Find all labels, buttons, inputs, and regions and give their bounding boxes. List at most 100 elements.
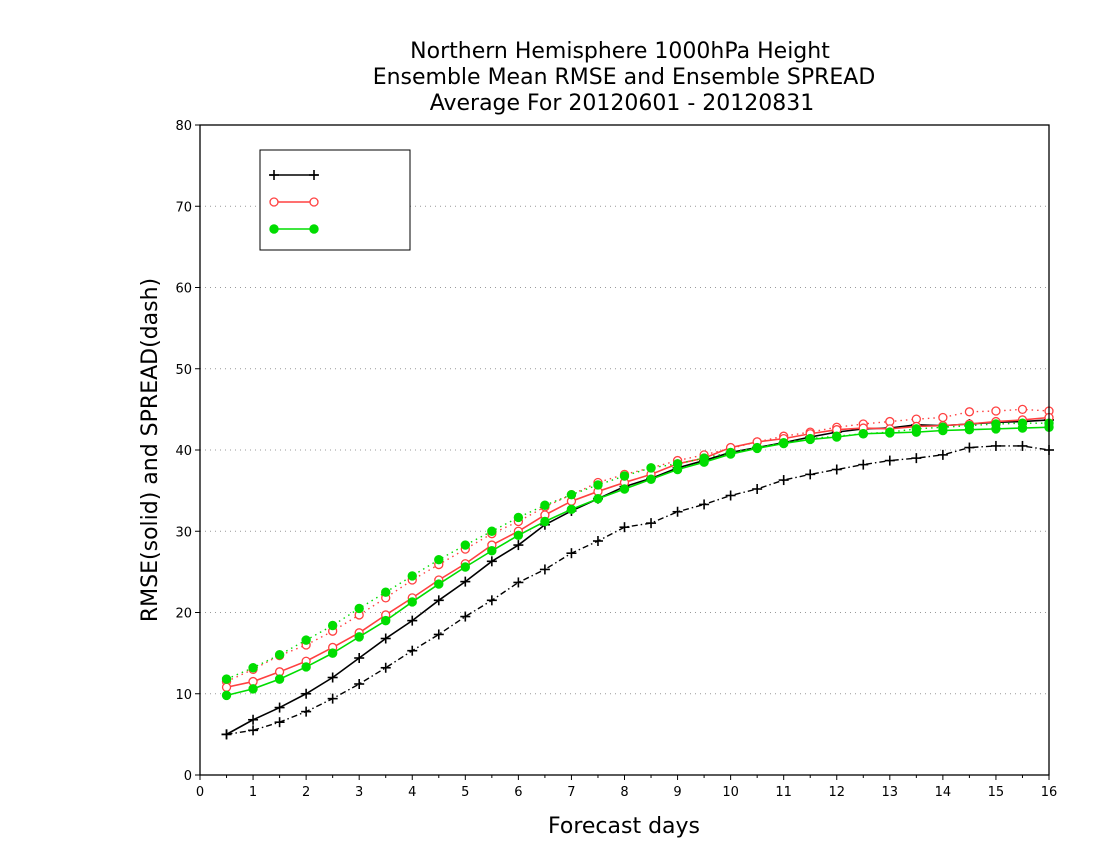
series-1-spread-point — [301, 706, 312, 717]
series-3-spread-point — [248, 663, 258, 673]
x-tick-label: 13 — [882, 785, 899, 800]
series-1-rmse-point — [433, 595, 444, 606]
series-1-spread-line — [226, 445, 1050, 736]
series-1-spread-point — [646, 518, 657, 529]
series-1-spread-point — [566, 548, 577, 559]
series-2-spread-point — [1017, 404, 1028, 415]
series-1-spread-point — [778, 475, 789, 486]
series-1-rmse-point — [301, 688, 312, 699]
series-3-rmse-point — [725, 449, 736, 459]
series-3-rmse-point — [540, 516, 550, 527]
series-3-spread-point — [593, 480, 603, 490]
series-1-rmse-point — [407, 615, 418, 626]
series-3-rmse-point — [221, 690, 232, 701]
series-3-rmse-point — [699, 457, 709, 467]
series-1-spread-point — [539, 564, 550, 575]
legend-entry-3 — [269, 224, 319, 234]
series-1-rmse-point — [274, 702, 285, 713]
series-3-rmse-point — [460, 562, 471, 572]
legend-marker-start — [269, 170, 279, 180]
x-tick-label: 1 — [249, 785, 257, 800]
series-2-spread-point — [964, 407, 975, 417]
series-1-spread-point — [433, 629, 444, 640]
series-3-rmse-point — [911, 427, 922, 437]
x-tick-label: 6 — [514, 785, 522, 800]
x-tick-label: 4 — [408, 785, 416, 800]
gridlines — [200, 205, 1049, 695]
series-1-rmse-point — [513, 540, 524, 551]
series-3-rmse-point — [381, 615, 391, 626]
y-tick-label: 50 — [175, 363, 192, 378]
title-line-3: Average For 20120601 - 20120831 — [430, 91, 815, 116]
series-3-spread-point — [460, 540, 471, 550]
series-3-rmse-point — [672, 464, 683, 475]
series-1-spread-point — [884, 455, 895, 466]
series-1-spread-point — [513, 577, 524, 588]
series-1-spread-point — [327, 693, 338, 704]
series-3-spread-point — [513, 512, 524, 523]
series-1-spread-point — [858, 459, 869, 470]
series-3-spread-point — [540, 500, 550, 510]
legend-marker-end — [309, 224, 319, 234]
x-tick-label: 0 — [196, 785, 204, 800]
series-1-spread-point — [831, 464, 842, 475]
series-3-rmse-point — [964, 424, 975, 435]
series-3-spread-point — [354, 603, 364, 614]
series-3-spread-point — [381, 587, 391, 597]
series-3-spread-point — [566, 489, 577, 500]
chart-title: Northern Hemisphere 1000hPa Height Ensem… — [373, 39, 876, 116]
series-3-rmse-point — [885, 428, 895, 438]
series-3-rmse-point — [248, 684, 258, 694]
series-1-spread-point — [672, 506, 683, 517]
title-line-2: Ensemble Mean RMSE and Ensemble SPREAD — [373, 65, 876, 90]
series-1-spread-point — [248, 725, 259, 736]
series-1-spread-point — [911, 453, 922, 464]
series-3-rmse-point — [434, 579, 444, 589]
series-1-rmse-line — [226, 419, 1050, 736]
series-3-spread-point — [274, 650, 285, 660]
series-3-rmse-point — [301, 662, 311, 672]
series-1-spread-point — [699, 499, 710, 510]
series-3-rmse-point — [832, 432, 842, 442]
series-3-spread-point — [301, 635, 311, 645]
series-3-rmse-point — [1017, 423, 1028, 433]
series-1-spread-point — [592, 536, 603, 546]
x-tick-label: 5 — [461, 785, 469, 800]
x-tick-label: 7 — [567, 785, 575, 800]
x-tick-label: 15 — [988, 785, 1005, 800]
legend-entry-1 — [269, 170, 319, 180]
series-1-rmse-point — [221, 729, 232, 740]
x-tick-label: 10 — [722, 785, 739, 800]
series-3-rmse-point — [938, 425, 948, 436]
x-tick-label: 16 — [1041, 785, 1058, 800]
series-3-rmse-point — [566, 504, 577, 515]
series-1-rmse-point — [486, 556, 497, 567]
series-2 — [221, 404, 1054, 692]
series-1-spread-point — [274, 717, 285, 728]
series-1-spread-point — [752, 484, 763, 494]
x-tick-label: 2 — [302, 785, 310, 800]
legend-marker-end — [309, 170, 319, 180]
series-2-spread-point — [991, 406, 1001, 416]
series-3-rmse-point — [487, 546, 497, 556]
series-1-spread-point — [380, 662, 391, 673]
series-1-spread-point — [964, 442, 975, 453]
legend — [259, 149, 411, 251]
series-1-rmse-point — [354, 653, 365, 663]
y-tick-label: 40 — [175, 444, 192, 459]
y-tick-label: 20 — [175, 607, 192, 622]
series-1-spread-point — [1017, 440, 1028, 451]
y-tick-label: 60 — [175, 282, 192, 297]
series-3-rmse-point — [274, 674, 285, 684]
series-1-spread-point — [619, 522, 630, 533]
series-1-spread-point — [990, 440, 1001, 451]
series-3-spread-point — [407, 571, 417, 581]
series-3-rmse-point — [858, 429, 868, 439]
y-axis-title: RMSE(solid) and SPREAD(dash) — [138, 278, 163, 622]
x-tick-label: 14 — [935, 785, 952, 800]
legend-marker-start — [269, 224, 279, 234]
series-3-rmse-point — [407, 597, 417, 607]
series-1-rmse-point — [327, 672, 338, 683]
